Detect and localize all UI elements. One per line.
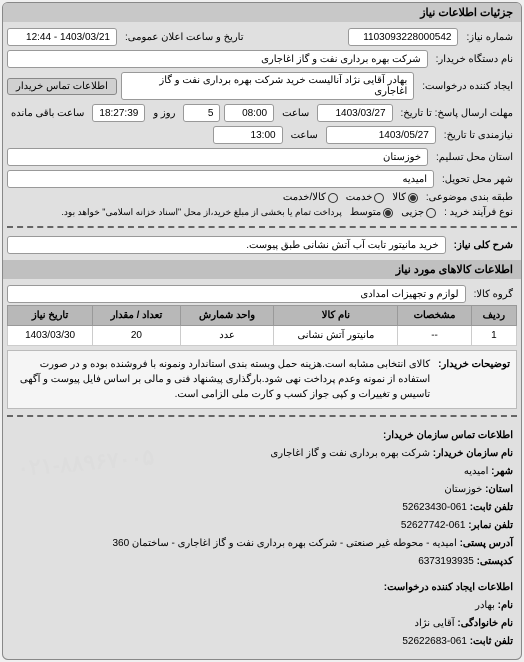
- general-desc: خرید مانیتور تابت آب آتش نشانی طبق پیوست…: [7, 236, 446, 254]
- radio-kalakhedmat[interactable]: [328, 193, 338, 203]
- table-header: مشخصات: [398, 306, 471, 326]
- org-contact-block: ۰۲۱-۸۸۹۶۷۰۰۵ اطلاعات تماس سازمان خریدار:…: [7, 423, 517, 575]
- details-panel: جزئیات اطلاعات نیاز شماره نیاز: 11030932…: [2, 2, 522, 660]
- general-label: شرح کلی نیاز:: [450, 240, 517, 251]
- panel-title: جزئیات اطلاعات نیاز: [3, 3, 521, 22]
- buyer-note: کالای انتخابی مشابه است.هزینه حمل وبسته …: [14, 357, 430, 402]
- size-label: نوع فرآیند خرید :: [440, 207, 517, 218]
- remaining-days: 5: [183, 104, 220, 122]
- size-radio-group: جزیی متوسط: [350, 207, 436, 218]
- radio-kala[interactable]: [408, 193, 418, 203]
- req-number: 1103093228000542: [348, 28, 458, 46]
- buyer-contact-button[interactable]: اطلاعات تماس خریدار: [7, 78, 117, 95]
- table-header: تاریخ نیاز: [8, 306, 93, 326]
- remaining-time-label: ساعت باقی مانده: [7, 108, 88, 119]
- province: خوزستان: [7, 148, 428, 166]
- pack-label: طبقه بندی موضوعی:: [422, 192, 517, 203]
- divider: [7, 226, 517, 228]
- deadline-label: مهلت ارسال پاسخ: تا تاریخ:: [397, 108, 517, 119]
- need-until-time-label: ساعت: [287, 130, 322, 141]
- city: امیدیه: [7, 170, 434, 188]
- watermark: ۰۲۱-۸۸۹۶۷۰۰۵: [16, 437, 156, 488]
- radio-khedmat[interactable]: [374, 193, 384, 203]
- remaining-time: 18:27:39: [92, 104, 145, 122]
- remaining-days-label: روز و: [149, 108, 179, 119]
- buyer-note-label: توضیحات خریدار:: [438, 357, 510, 402]
- table-header: نام کالا: [274, 306, 398, 326]
- creator-contact-block: اطلاعات ایجاد کننده درخواست: نام: بهادر …: [7, 575, 517, 655]
- need-until-label: نیازمندی تا تاریخ:: [440, 130, 517, 141]
- deadline-date: 1403/03/27: [317, 104, 392, 122]
- req-number-label: شماره نیاز:: [462, 32, 517, 43]
- divider-2: [7, 415, 517, 417]
- announce-value: 1403/03/21 - 12:44: [7, 28, 117, 46]
- payment-note: پرداخت تمام یا بخشی از مبلغ خرید،از محل …: [57, 207, 345, 218]
- pack-radio-group: کالا خدمت کالا/خدمت: [283, 192, 418, 203]
- creator-header: اطلاعات ایجاد کننده درخواست:: [384, 582, 513, 593]
- need-until-time: 13:00: [213, 126, 283, 144]
- contact-header: اطلاعات تماس سازمان خریدار:: [383, 430, 513, 441]
- radio-med[interactable]: [383, 208, 393, 218]
- requester-label: ایجاد کننده درخواست:: [418, 81, 517, 92]
- table-header: تعداد / مقدار: [93, 306, 181, 326]
- buyer-note-box: توضیحات خریدار: کالای انتخابی مشابه است.…: [7, 350, 517, 409]
- table-header: ردیف: [471, 306, 516, 326]
- announce-label: تاریخ و ساعت اعلان عمومی:: [121, 32, 248, 43]
- deadline-time-label: ساعت: [278, 108, 313, 119]
- goods-header: اطلاعات کالاهای مورد نیاز: [3, 260, 521, 279]
- radio-small[interactable]: [426, 208, 436, 218]
- table-header: واحد شمارش: [180, 306, 274, 326]
- group-value: لوازم و تجهیزات امدادی: [7, 285, 466, 303]
- deadline-time: 08:00: [224, 104, 274, 122]
- buyer-org: شرکت بهره برداری نفت و گاز اغاجاری: [7, 50, 428, 68]
- province-label: استان محل تسلیم:: [432, 152, 517, 163]
- group-label: گروه کالا:: [470, 289, 517, 300]
- requester: بهادر آقایی نژاد آنالیست خرید شرکت بهره …: [121, 72, 414, 100]
- goods-table: ردیفمشخصاتنام کالاواحد شمارشتعداد / مقدا…: [7, 305, 517, 346]
- buyer-org-label: نام دستگاه خریدار:: [432, 54, 517, 65]
- table-row: 1--مانیتور آتش نشانیعدد201403/03/30: [8, 326, 517, 346]
- need-until-date: 1403/05/27: [326, 126, 436, 144]
- city-label: شهر محل تحویل:: [438, 174, 517, 185]
